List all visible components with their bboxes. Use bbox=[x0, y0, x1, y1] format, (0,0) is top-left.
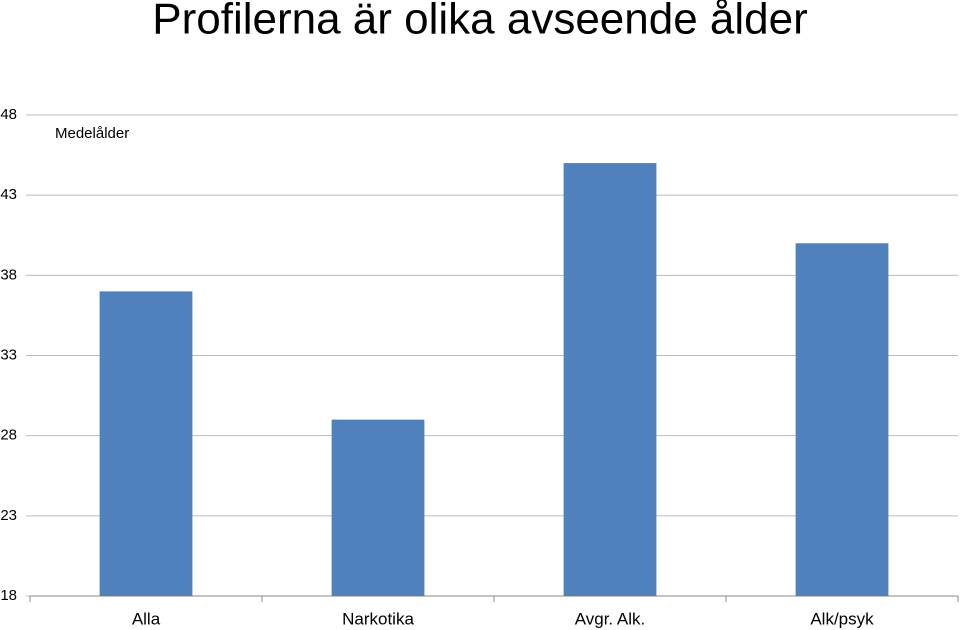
y-tick-label: 28 bbox=[0, 427, 17, 444]
annotation: Medelålder bbox=[55, 125, 129, 142]
bar bbox=[795, 243, 889, 596]
y-tick-label: 48 bbox=[0, 106, 17, 123]
y-tick-label: 23 bbox=[0, 507, 17, 524]
x-tick-label: Alla bbox=[132, 609, 161, 628]
x-tick-label: Avgr. Alk. bbox=[575, 609, 646, 628]
bar bbox=[563, 163, 657, 596]
bar bbox=[331, 419, 425, 596]
y-tick-label: 43 bbox=[0, 186, 17, 203]
y-tick-label: 38 bbox=[0, 266, 17, 283]
chart-title: Profilerna är olika avseende ålder bbox=[152, 0, 808, 44]
x-tick-label: Narkotika bbox=[342, 609, 414, 628]
y-tick-label: 18 bbox=[0, 587, 17, 604]
y-tick-label: 33 bbox=[0, 346, 17, 363]
x-tick-label: Alk/psyk bbox=[810, 609, 874, 628]
bar bbox=[99, 291, 193, 596]
